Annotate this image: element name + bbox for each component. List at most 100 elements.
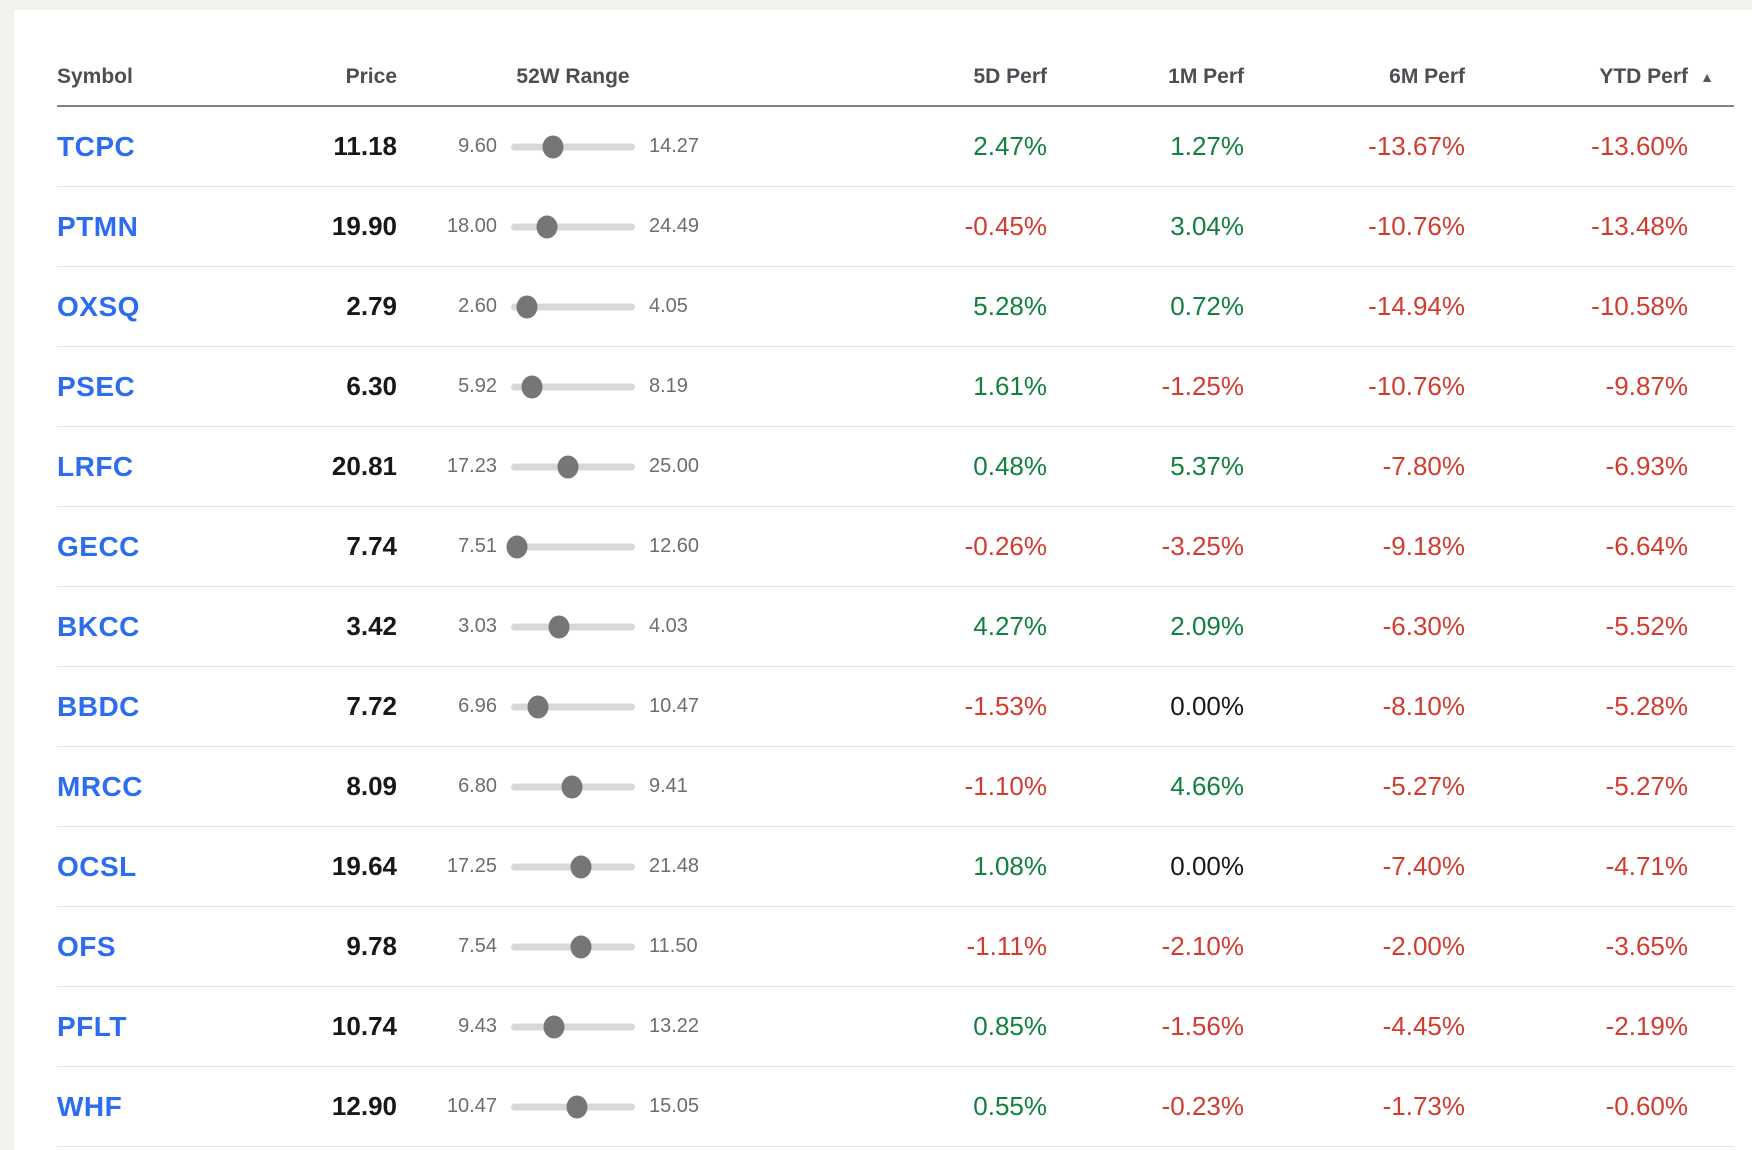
52w-range-cell: 17.23 25.00 [397,455,734,479]
range-low-value: 3.03 [458,615,497,637]
52w-range-cell: 6.80 9.41 [397,775,734,799]
symbol-link[interactable]: OFS [57,930,117,962]
range-knob [570,855,592,878]
perf-ytd-value: -0.60% [1605,1091,1688,1121]
range-high-value: 4.03 [649,615,688,637]
range-slider [511,695,635,719]
perf-5d-value: 0.48% [973,451,1047,481]
perf-1m-value: -3.25% [1161,531,1244,561]
range-knob [566,1095,588,1118]
column-header-price[interactable]: Price [345,64,397,88]
perf-1m-value: -2.10% [1161,931,1244,961]
range-high-value: 10.47 [649,695,700,717]
range-low-value: 17.25 [446,855,497,877]
range-knob [516,295,538,318]
range-low-value: 6.96 [458,695,497,717]
perf-1m-value: 0.00% [1170,691,1244,721]
price-value: 3.42 [346,611,397,641]
price-value: 7.72 [346,691,397,721]
perf-1m-value: 0.00% [1170,851,1244,881]
perf-5d-value: 1.08% [973,851,1047,881]
range-low-value: 2.60 [458,295,497,317]
column-header-5d-perf[interactable]: 5D Perf [973,64,1047,88]
perf-6m-value: -7.80% [1382,451,1465,481]
column-header-6m-perf[interactable]: 6M Perf [1389,64,1465,88]
perf-ytd-value: -5.28% [1605,691,1688,721]
symbol-link[interactable]: BKCC [57,610,140,642]
symbol-link[interactable]: BBDC [57,690,140,722]
perf-6m-value: -6.30% [1382,611,1465,641]
range-high-value: 24.49 [649,215,700,237]
perf-1m-value: 4.66% [1170,771,1244,801]
perf-6m-value: -4.45% [1382,1011,1465,1041]
symbol-link[interactable]: GECC [57,530,140,562]
perf-5d-value: -0.26% [964,531,1047,561]
table-row: GECC 7.74 7.51 12.60 -0.26% -3.25% -9.18… [57,507,1734,587]
symbol-link[interactable]: PFLT [57,1010,127,1042]
symbol-link[interactable]: MRCC [57,770,143,802]
column-header-ytd-perf[interactable]: YTD Perf ▲ [1465,64,1714,88]
price-value: 6.30 [346,371,397,401]
range-slider [511,1015,635,1039]
column-header-1m-perf[interactable]: 1M Perf [1168,64,1244,88]
price-value: 20.81 [331,451,397,481]
range-low-value: 10.47 [446,1095,497,1117]
52w-range-cell: 9.60 14.27 [397,135,734,159]
range-track [511,703,635,710]
column-header-ytd-perf-label: YTD Perf [1599,64,1688,88]
perf-ytd-value: -3.65% [1605,931,1688,961]
perf-ytd-value: -6.93% [1605,451,1688,481]
perf-6m-value: -9.18% [1382,531,1465,561]
symbol-link[interactable]: PTMN [57,210,139,242]
price-value: 9.78 [346,931,397,961]
perf-6m-value: -10.76% [1368,211,1465,241]
symbol-link[interactable]: PSEC [57,370,136,402]
perf-ytd-value: -13.60% [1591,131,1688,161]
range-track [511,223,635,230]
range-knob [557,455,579,478]
table-row: BBDC 7.72 6.96 10.47 -1.53% 0.00% -8.10%… [57,667,1734,747]
table-row: LRFC 20.81 17.23 25.00 0.48% 5.37% -7.80… [57,427,1734,507]
table-row: PFLT 10.74 9.43 13.22 0.85% -1.56% -4.45… [57,987,1734,1067]
range-knob [521,375,543,398]
perf-ytd-value: -9.87% [1605,371,1688,401]
perf-6m-value: -8.10% [1382,691,1465,721]
symbol-link[interactable]: OCSL [57,850,137,882]
range-track [511,543,635,550]
column-header-symbol[interactable]: Symbol [57,64,133,88]
range-low-value: 7.54 [458,935,497,957]
symbol-link[interactable]: TCPC [57,130,136,162]
table-row: MRCC 8.09 6.80 9.41 -1.10% 4.66% -5.27% … [57,747,1734,827]
perf-5d-value: 1.61% [973,371,1047,401]
range-track [511,1023,635,1030]
52w-range-cell: 18.00 24.49 [397,215,734,239]
52w-range-cell: 10.47 15.05 [397,1095,734,1119]
range-knob [548,615,570,638]
symbol-link[interactable]: WHF [57,1090,123,1122]
sort-ascending-icon: ▲ [1700,68,1714,85]
column-header-52w-range[interactable]: 52W Range [516,64,630,88]
perf-1m-value: -1.56% [1161,1011,1244,1041]
perf-6m-value: -13.67% [1368,131,1465,161]
range-knob [527,695,549,718]
table-row: WHF 12.90 10.47 15.05 0.55% -0.23% -1.73… [57,1067,1734,1147]
perf-1m-value: 2.09% [1170,611,1244,641]
range-slider [511,615,635,639]
table-row: OFS 9.78 7.54 11.50 -1.11% -2.10% -2.00%… [57,907,1734,987]
range-low-value: 7.51 [458,535,497,557]
range-knob [543,1015,565,1038]
perf-6m-value: -1.73% [1382,1091,1465,1121]
range-high-value: 13.22 [649,1015,700,1037]
range-high-value: 14.27 [649,135,700,157]
perf-5d-value: 0.55% [973,1091,1047,1121]
range-high-value: 4.05 [649,295,688,317]
perf-5d-value: -0.45% [964,211,1047,241]
symbol-link[interactable]: OXSQ [57,290,140,322]
range-track [511,383,635,390]
table-row: PSEC 6.30 5.92 8.19 1.61% -1.25% -10.76%… [57,347,1734,427]
range-high-value: 25.00 [649,455,700,477]
range-slider [511,455,635,479]
perf-1m-value: 0.72% [1170,291,1244,321]
52w-range-cell: 3.03 4.03 [397,615,734,639]
symbol-link[interactable]: LRFC [57,450,134,482]
